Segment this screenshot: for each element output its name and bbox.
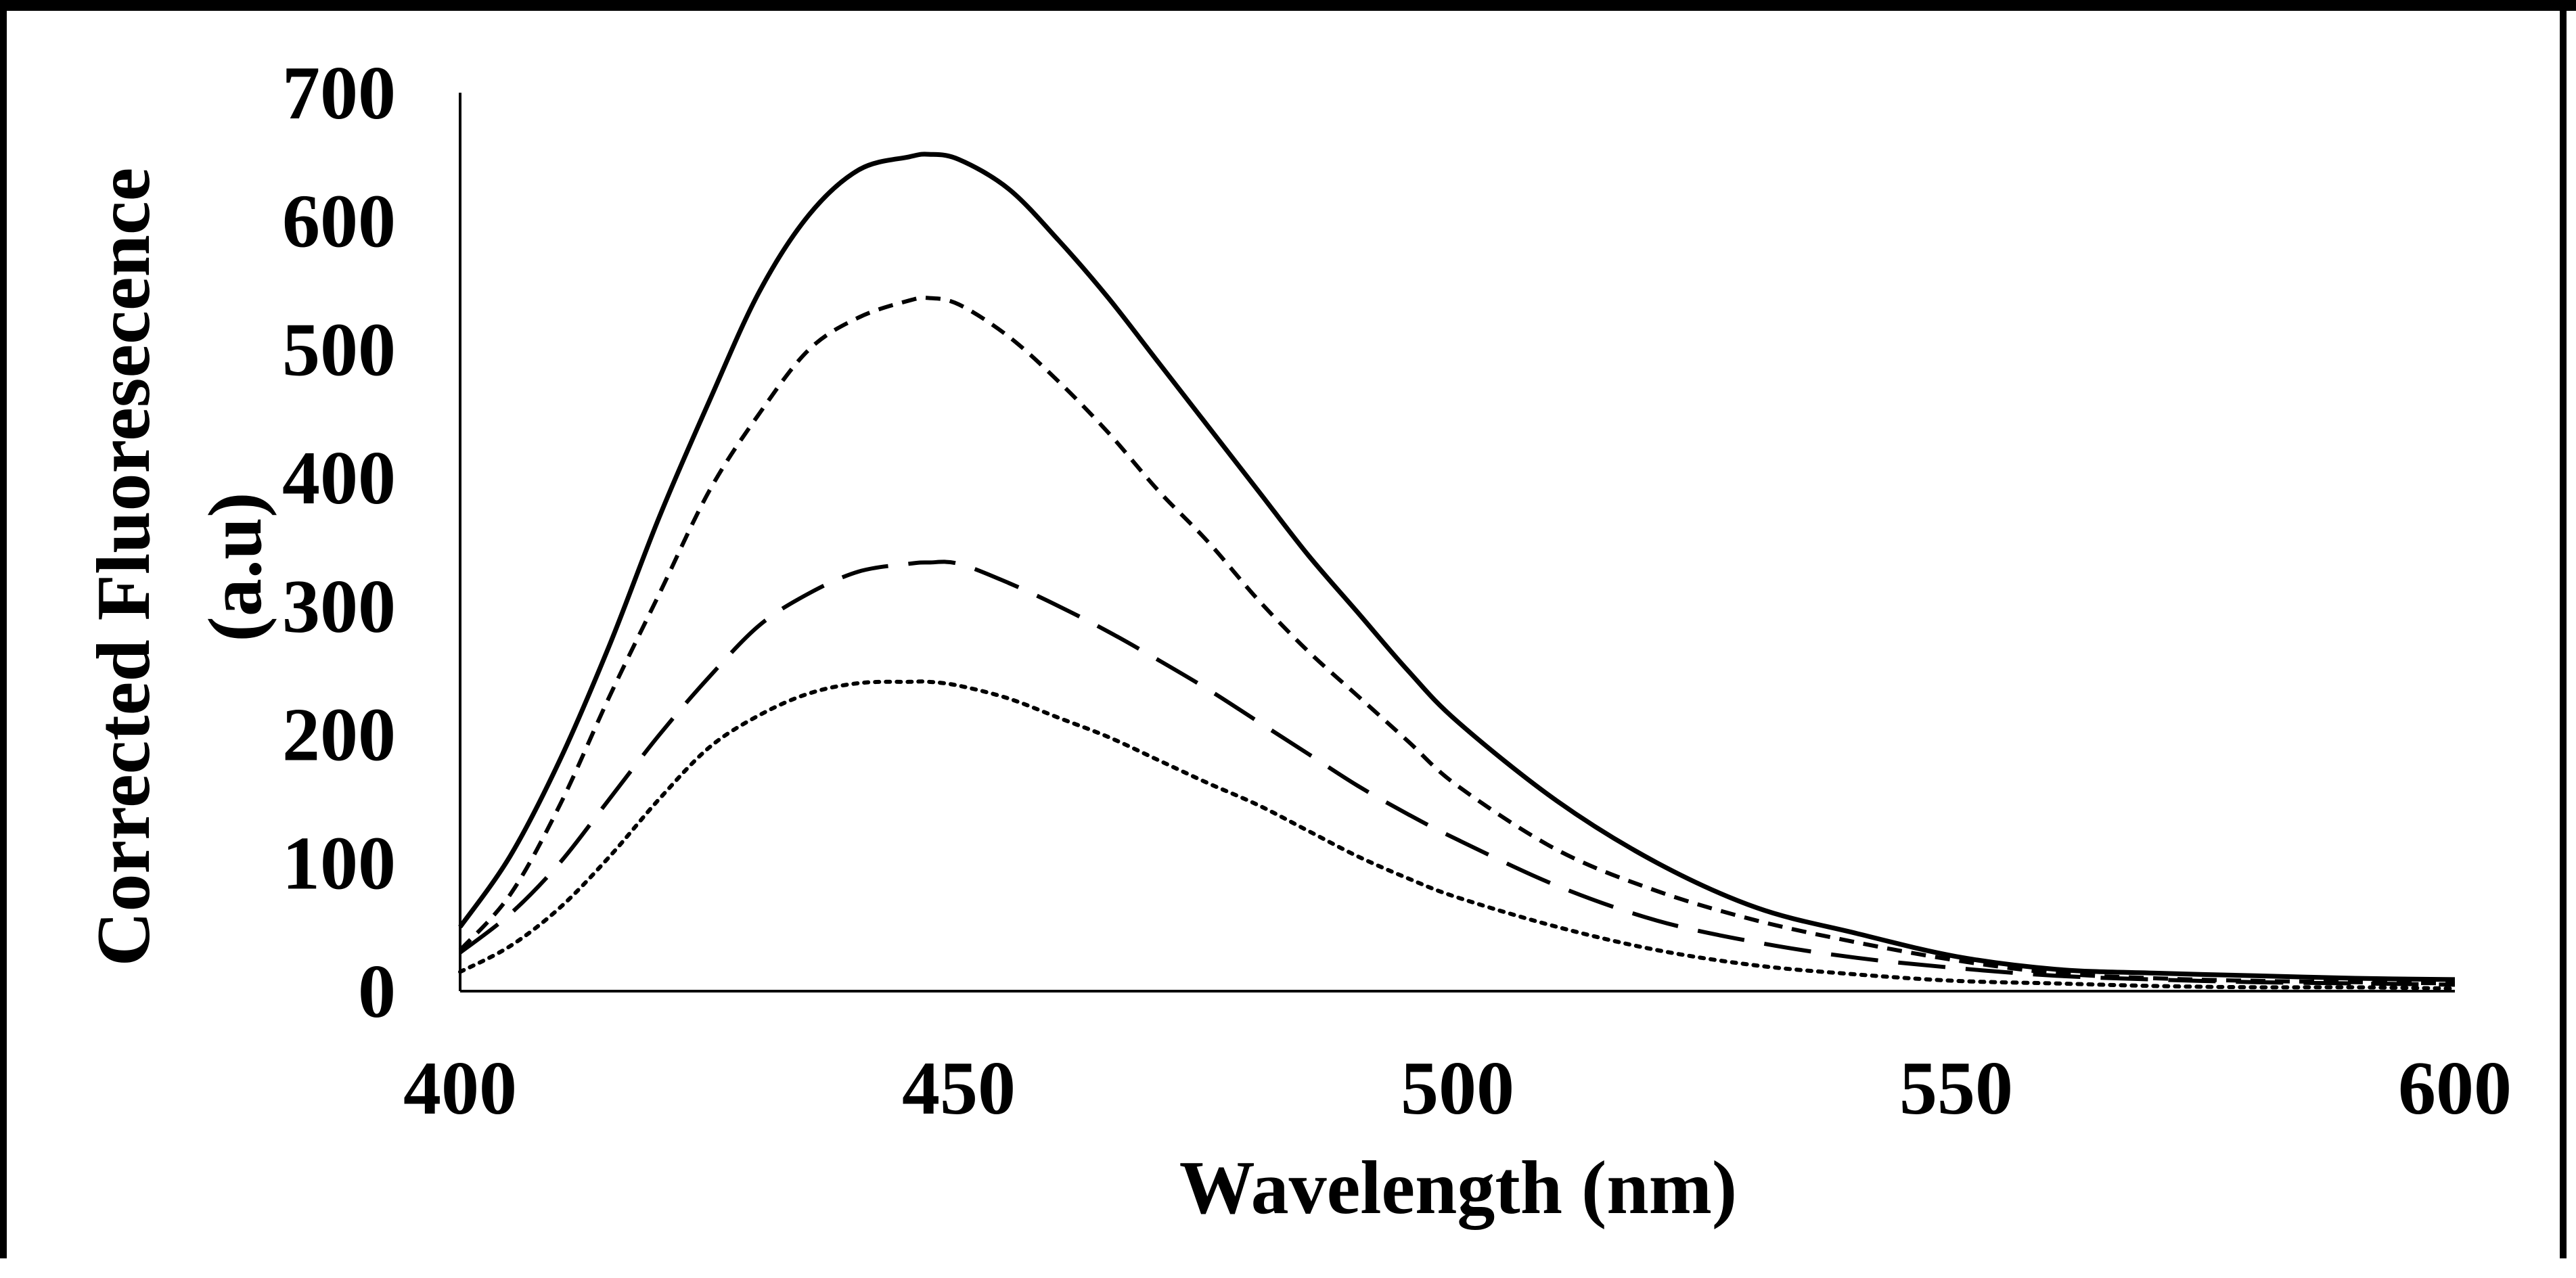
y-tick-labels: 0 100 200 300 400 500 600 700 <box>282 51 396 1034</box>
x-axis-title: Wavelength (nm) <box>1179 1146 1737 1230</box>
y-tick-label: 0 <box>358 950 396 1034</box>
y-tick-label: 500 <box>282 308 396 392</box>
y-axis-title-line2: (a.u) <box>194 493 277 642</box>
x-tick-label: 500 <box>1401 1047 1514 1131</box>
y-tick-label: 100 <box>282 821 396 905</box>
x-tick-label: 600 <box>2398 1047 2512 1131</box>
y-tick-label: 200 <box>282 693 396 777</box>
series-line-short-dash <box>458 296 2456 986</box>
axes <box>459 93 2455 992</box>
x-tick-label: 550 <box>1899 1047 2013 1131</box>
series-line-dotted <box>458 679 2457 991</box>
y-tick-label: 600 <box>282 180 396 264</box>
y-axis-title-group-2: (a.u) <box>194 493 277 642</box>
x-tick-label: 450 <box>902 1047 1016 1131</box>
series-line-long-dash <box>459 560 2456 987</box>
y-axis-title-group: Corrected Fluoresecence <box>82 168 166 967</box>
x-tick-label: 400 <box>403 1047 517 1131</box>
series-line-solid <box>458 152 2456 982</box>
series-layer <box>458 152 2457 991</box>
y-tick-label: 300 <box>282 565 396 649</box>
x-tick-labels: 400 450 500 550 600 <box>403 1047 2512 1131</box>
y-tick-label: 400 <box>282 436 396 520</box>
y-axis-title-line1: Corrected Fluoresecence <box>82 168 166 967</box>
y-tick-label: 700 <box>282 51 396 135</box>
